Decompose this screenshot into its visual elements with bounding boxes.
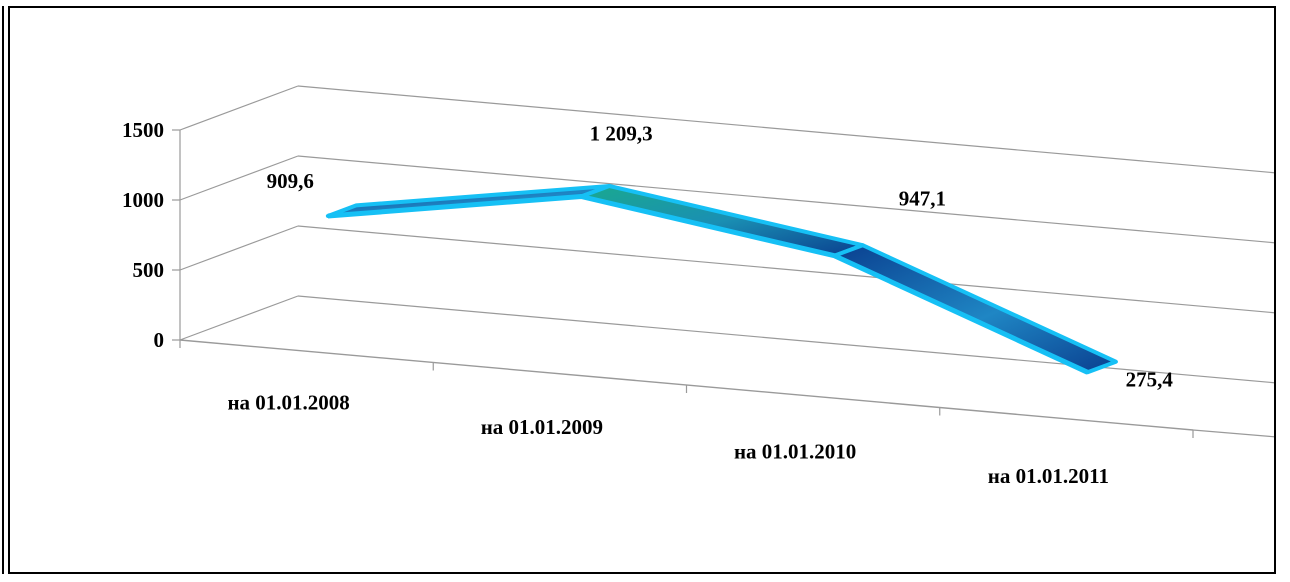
gridline-back [297,155,1290,245]
floor-right-edge [1192,429,1290,439]
ribbon-segment [832,243,1118,375]
gridlines [179,85,1290,385]
data-label: 947,1 [899,187,946,211]
y-tick-label: 1000 [122,188,164,212]
left-border-line [2,6,4,574]
x-category-label: на 01.01.2011 [988,464,1109,488]
data-label: 275,4 [1126,367,1174,391]
data-series-ribbon [325,184,1118,375]
chart-frame: 0 500 1000 1500 на 01.01.2008 на 01.01.2009 на… [8,6,1290,574]
gridline-side [179,155,299,201]
gridline-side [179,295,299,341]
x-category-label: на 01.01.2009 [481,415,603,439]
chart-plot: 0 500 1000 1500 на 01.01.2008 на 01.01.2009 на… [122,85,1290,488]
ribbon-front-edge [327,194,1089,375]
axes [172,129,1290,439]
gridline-side [179,225,299,271]
gridline-side [179,85,299,131]
y-tick-label: 1500 [122,118,164,142]
labels: 0 500 1000 1500 на 01.01.2008 на 01.01.2009 на… [122,118,1173,488]
x-category-label: на 01.01.2008 [227,390,349,414]
gridline-back [297,295,1290,385]
gridline-back [297,225,1290,315]
y-tick-label: 500 [133,258,165,282]
gridline-back [297,85,1290,175]
data-label: 1 209,3 [590,122,653,146]
data-label: 909,6 [267,169,314,193]
x-category-label: на 01.01.2010 [734,439,856,463]
ribbon-segment [579,184,865,258]
y-tick-label: 0 [154,328,165,352]
